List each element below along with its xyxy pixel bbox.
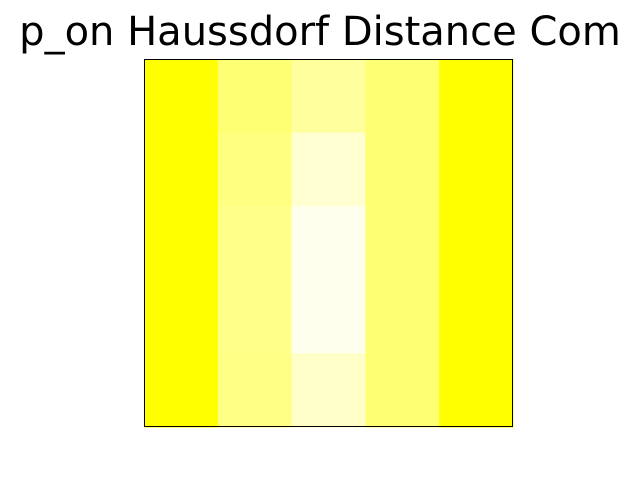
heatmap-cell-r0-c1: [218, 59, 292, 133]
heatmap-cell-r1-c2: [292, 133, 366, 207]
heatmap-cell-r2-c2: [292, 206, 366, 280]
heatmap-cell-r4-c2: [292, 353, 366, 427]
heatmap-cell-r3-c0: [144, 280, 218, 354]
heatmap-cell-r4-c0: [144, 353, 218, 427]
heatmap-cell-r4-c4: [439, 353, 513, 427]
heatmap-cell-r1-c4: [439, 133, 513, 207]
heatmap-cell-r1-c1: [218, 133, 292, 207]
heatmap-cell-r4-c3: [365, 353, 439, 427]
heatmap-cell-r2-c0: [144, 206, 218, 280]
heatmap-cell-r3-c3: [365, 280, 439, 354]
heatmap-cells: [144, 59, 514, 428]
heatmap-cell-r0-c2: [292, 59, 366, 133]
heatmap-cell-r4-c1: [218, 353, 292, 427]
heatmap-cell-r0-c0: [144, 59, 218, 133]
heatmap-cell-r2-c4: [439, 206, 513, 280]
heatmap-cell-r2-c1: [218, 206, 292, 280]
heatmap-cell-r3-c2: [292, 280, 366, 354]
heatmap-cell-r3-c4: [439, 280, 513, 354]
heatmap-cell-r0-c4: [439, 59, 513, 133]
heatmap-cell-r1-c0: [144, 133, 218, 207]
heatmap-cell-r0-c3: [365, 59, 439, 133]
heatmap-cell-r2-c3: [365, 206, 439, 280]
heatmap-cell-r3-c1: [218, 280, 292, 354]
heatmap-cell-r1-c3: [365, 133, 439, 207]
